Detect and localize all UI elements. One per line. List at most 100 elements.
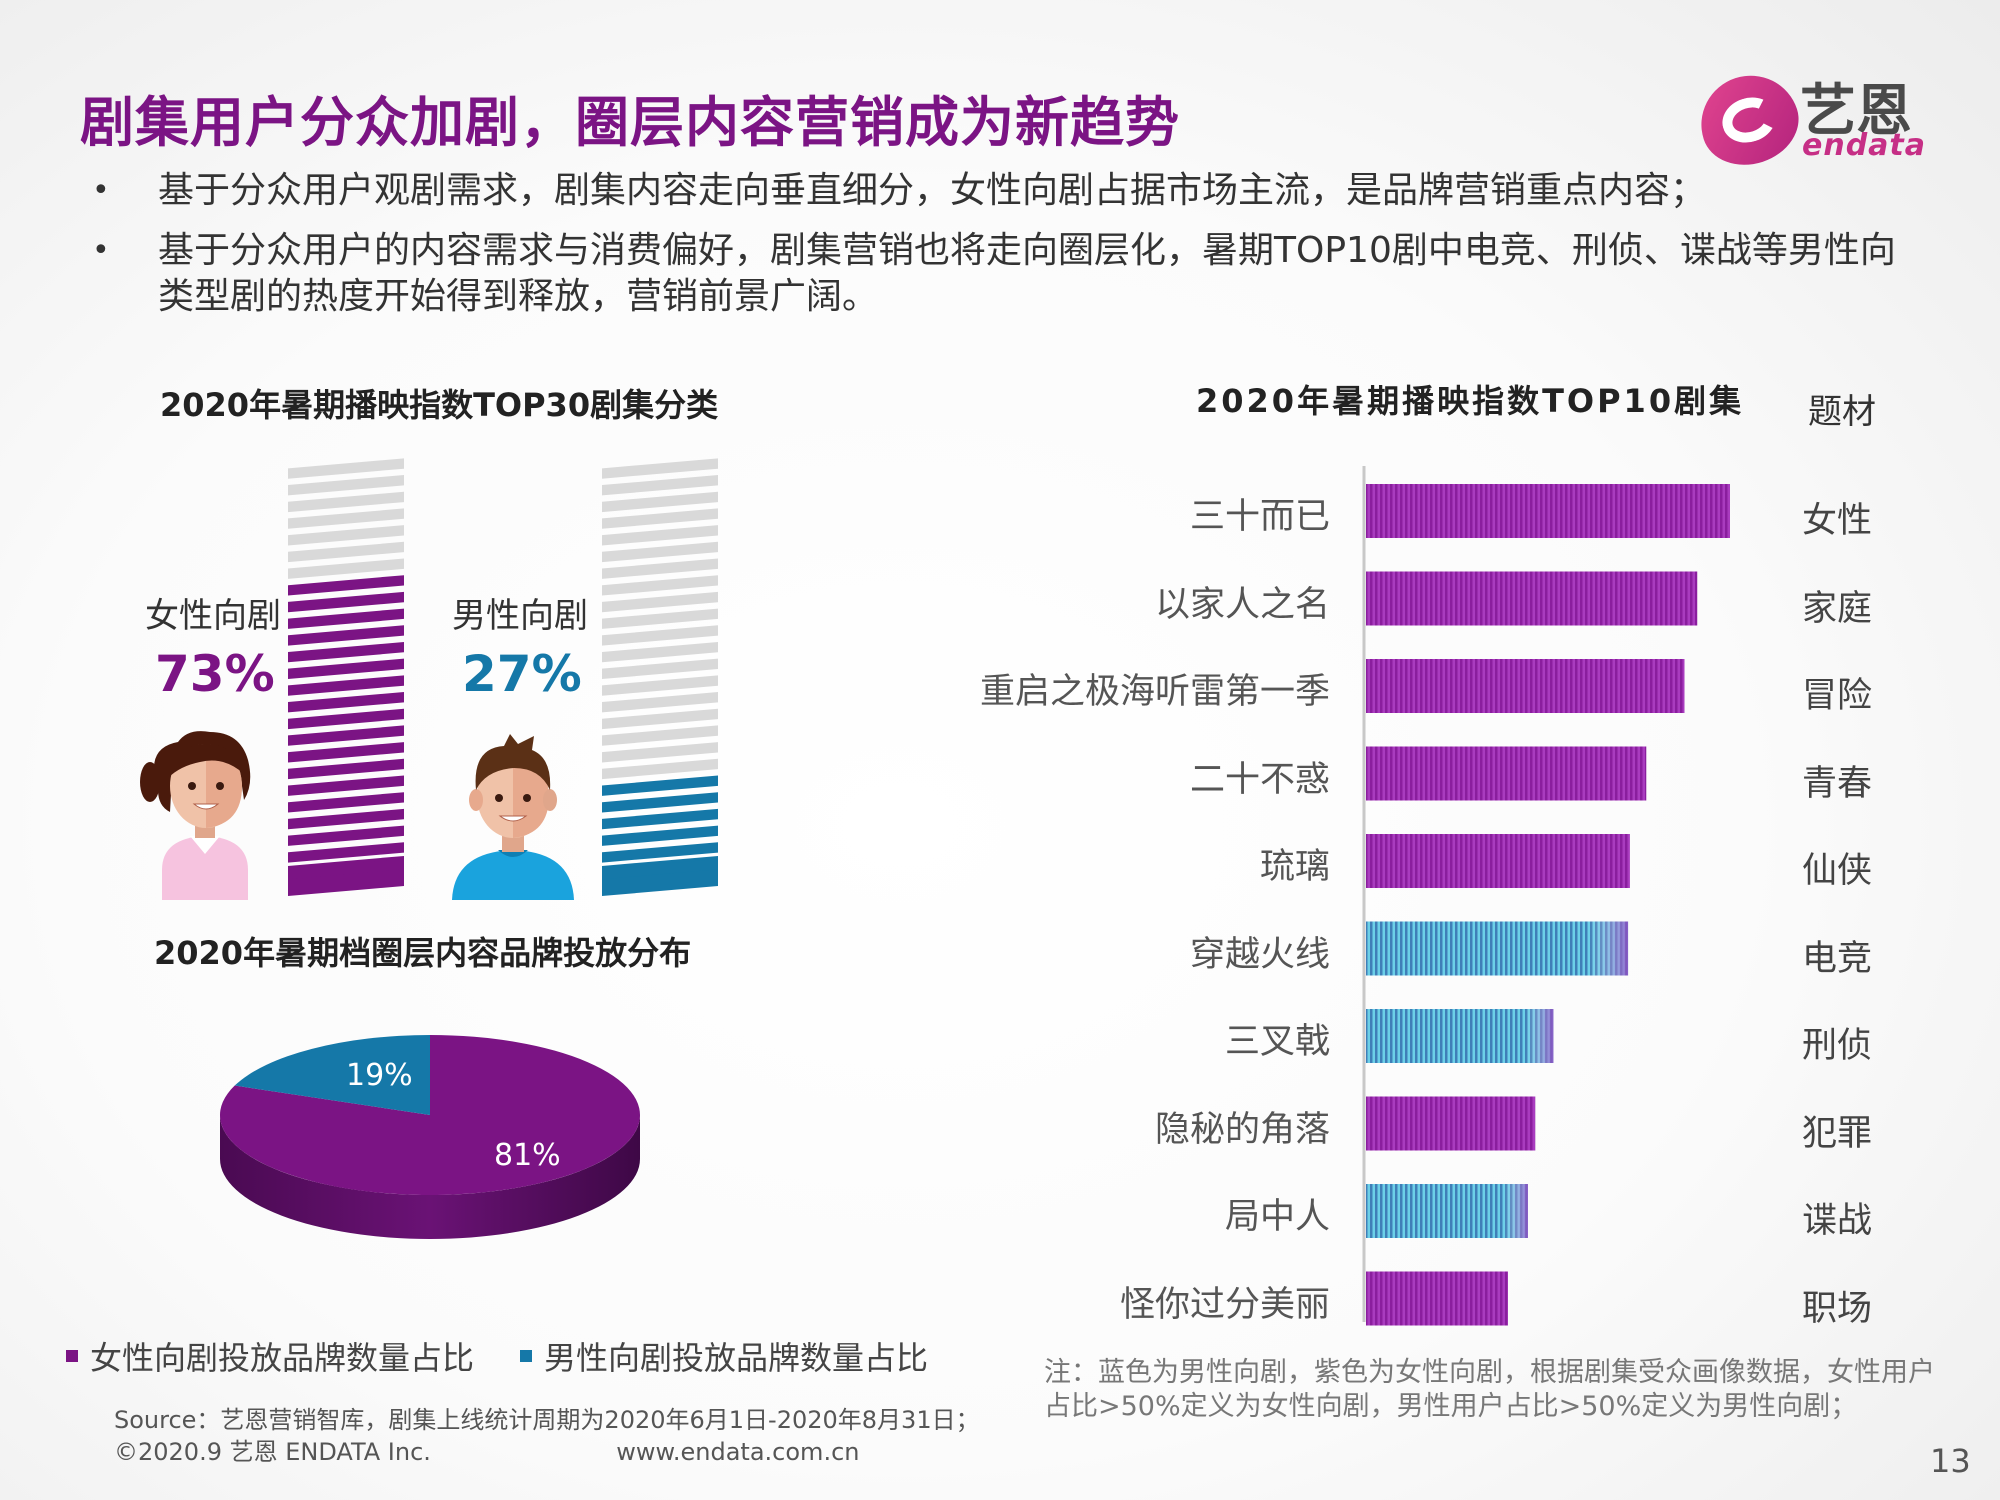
empty-stripe <box>602 625 718 646</box>
genre-label: 职场 <box>1802 1288 1873 1329</box>
logo-english-text: endata <box>1802 128 1927 163</box>
filled-stripe <box>288 775 404 796</box>
filled-stripe <box>602 858 718 880</box>
empty-stripe <box>602 458 718 479</box>
filled-stripe <box>288 808 404 830</box>
empty-stripe <box>602 725 718 746</box>
drama-bar <box>1366 571 1698 626</box>
pie-legend-female: 女性向剧投放品牌数量占比 <box>66 1333 474 1379</box>
endata-logo: 艺恩 endata <box>1688 63 1925 177</box>
empty-stripe <box>602 708 718 730</box>
drama-bar-edge <box>1366 1184 1528 1238</box>
drama-name-label: 隐秘的角落 <box>1154 1109 1330 1150</box>
logo-chinese-text: 艺恩 <box>1800 79 1912 144</box>
genre-label: 青春 <box>1802 763 1873 804</box>
empty-stripe <box>602 491 718 513</box>
female-category-label: 女性向剧 <box>145 596 281 636</box>
filled-stripe <box>288 842 404 863</box>
filled-stripe <box>602 808 718 830</box>
source-info: Source：艺恩营销智库，剧集上线统计周期为2020年6月1日-2020年8月… <box>114 1404 980 1468</box>
pie-slice-male <box>234 1035 430 1115</box>
empty-stripe <box>288 458 404 479</box>
empty-stripe <box>288 558 404 579</box>
drama-name-label: 以家人之名 <box>1154 584 1330 625</box>
chart-note: 注：蓝色为男性向剧，紫色为女性向剧，根据剧集受众画像数据，女性用户占比>50%定… <box>1044 1357 1935 1422</box>
bullet-list: 基于分众用户观剧需求，剧集内容走向垂直细分，女性向剧占据市场主流，是品牌营销重点… <box>90 168 1930 334</box>
drama-name-label: 三叉戟 <box>1224 1022 1330 1062</box>
filled-stripe <box>602 792 718 813</box>
filled-stripe <box>288 725 404 746</box>
empty-stripe <box>288 508 404 529</box>
website-link[interactable]: www.endata.com.cn <box>616 1438 860 1466</box>
pie-female-value-label: 81% <box>494 1138 561 1173</box>
legend-swatch <box>66 1350 78 1362</box>
genre-label: 女性 <box>1802 501 1873 541</box>
empty-stripe <box>602 475 718 496</box>
filled-stripe <box>288 858 404 880</box>
drama-bar <box>1366 1096 1536 1151</box>
filled-stripe <box>602 825 718 846</box>
empty-stripe <box>602 658 718 679</box>
genre-label: 犯罪 <box>1802 1113 1873 1154</box>
drama-bar-edge <box>1366 1009 1554 1063</box>
empty-stripe <box>602 742 718 763</box>
empty-stripe <box>602 541 718 563</box>
genre-label: 家庭 <box>1802 588 1873 629</box>
copyright-text: ©2020.9 艺恩 ENDATA Inc. <box>114 1438 431 1466</box>
pie-chart-title: 2020年暑期档圈层内容品牌投放分布 <box>154 934 692 972</box>
genre-label: 谍战 <box>1802 1201 1873 1241</box>
copyright-line: ©2020.9 艺恩 ENDATA Inc. www.endata.com.cn <box>114 1436 980 1468</box>
genre-column-header: 题材 <box>1808 392 1876 432</box>
empty-stripe <box>602 591 718 613</box>
filled-stripe <box>602 842 718 863</box>
empty-stripe <box>288 541 404 563</box>
legend-swatch <box>520 1350 532 1362</box>
filled-stripe <box>288 758 404 780</box>
male-user-icon <box>452 734 574 900</box>
filled-stripe <box>288 692 404 713</box>
male-percent-label: 27% <box>462 645 582 703</box>
drama-name-label: 二十不惑 <box>1189 759 1330 800</box>
drama-name-label: 琉璃 <box>1259 847 1330 887</box>
source-text: Source：艺恩营销智库，剧集上线统计周期为2020年6月1日-2020年8月… <box>114 1406 980 1434</box>
legend-label: 男性向剧投放品牌数量占比 <box>544 1339 929 1377</box>
bullet-item: 基于分众用户的内容需求与消费偏好，剧集营销也将走向圈层化，暑期TOP10剧中电竞… <box>90 228 1930 320</box>
empty-stripe <box>602 692 718 713</box>
genre-label: 刑侦 <box>1802 1026 1873 1066</box>
filled-stripe <box>288 708 404 730</box>
drama-bar <box>1366 659 1685 713</box>
page-number: 13 <box>1930 1442 1971 1480</box>
empty-stripe <box>602 508 718 529</box>
drama-name-label: 穿越火线 <box>1189 934 1330 975</box>
empty-stripe <box>288 491 404 513</box>
filled-stripe <box>288 825 404 846</box>
filled-stripe <box>288 625 404 646</box>
empty-stripe <box>602 641 718 663</box>
female-user-icon <box>140 731 251 900</box>
drama-name-label: 局中人 <box>1224 1197 1330 1237</box>
legend-label: 女性向剧投放品牌数量占比 <box>90 1339 475 1377</box>
filled-stripe <box>288 608 404 629</box>
empty-stripe <box>602 758 718 780</box>
top10-chart-title: 2020年暑期播映指数TOP10剧集 <box>1196 382 1745 420</box>
filled-stripe <box>288 658 404 679</box>
filled-stripe <box>288 675 404 696</box>
empty-stripe <box>288 475 404 496</box>
empty-stripe <box>602 558 718 579</box>
female-percent-label: 73% <box>155 645 275 703</box>
drama-name-label: 怪你过分美丽 <box>1119 1284 1330 1325</box>
genre-label: 冒险 <box>1802 676 1873 716</box>
drama-bar <box>1366 834 1630 888</box>
pie-slice-female <box>220 1035 641 1195</box>
filled-stripe <box>288 792 404 813</box>
empty-stripe <box>602 608 718 629</box>
empty-stripe <box>602 575 718 596</box>
pie-legend-male: 男性向剧投放品牌数量占比 <box>520 1333 928 1379</box>
bullet-item: 基于分众用户观剧需求，剧集内容走向垂直细分，女性向剧占据市场主流，是品牌营销重点… <box>90 168 1930 214</box>
pie-side-female <box>220 1115 640 1239</box>
male-category-label: 男性向剧 <box>452 596 588 636</box>
stripe-column-1 <box>602 458 718 896</box>
